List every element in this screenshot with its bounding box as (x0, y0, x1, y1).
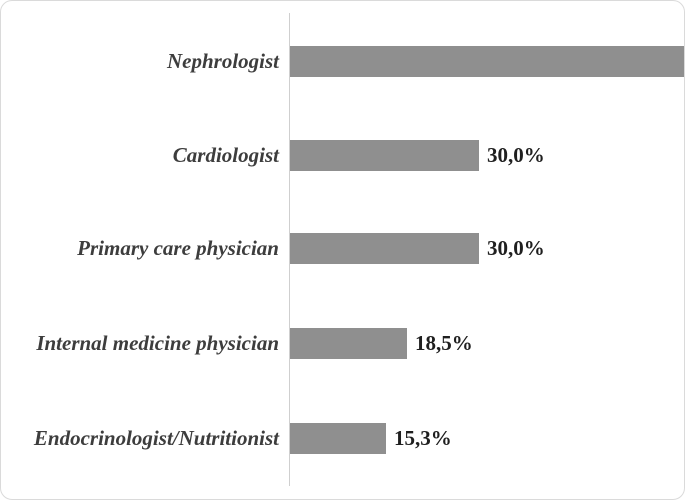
value-label: 30,0% (487, 236, 545, 260)
category-label: Primary care physician (77, 236, 279, 260)
bar (290, 233, 479, 264)
category-label: Endocrinologist/Nutritionist (33, 426, 279, 450)
category-label: Nephrologist (166, 49, 279, 73)
y-axis-line (289, 13, 290, 486)
category-label: Internal medicine physician (36, 331, 279, 355)
bar (290, 46, 684, 77)
bar (290, 328, 407, 359)
value-label: 15,3% (394, 426, 452, 450)
bar (290, 423, 386, 454)
value-label: 18,5% (415, 331, 473, 355)
category-label: Cardiologist (172, 143, 279, 167)
bar (290, 140, 479, 171)
value-label: 30,0% (487, 143, 545, 167)
